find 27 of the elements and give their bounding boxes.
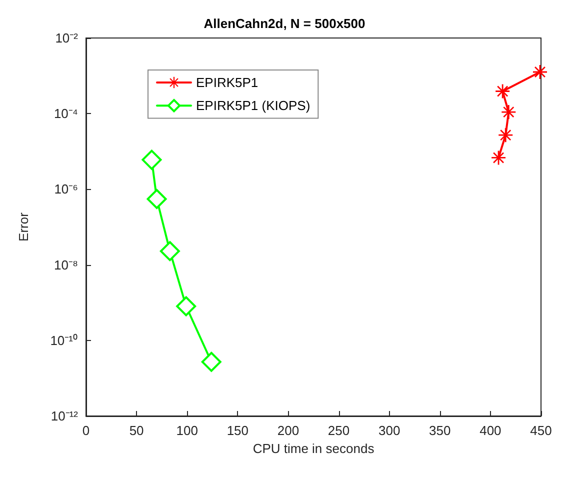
x-tick-label: 400 — [480, 423, 502, 438]
x-tick-label: 350 — [429, 423, 451, 438]
y-axis-title: Error — [16, 212, 31, 242]
point — [142, 150, 162, 170]
x-tick-label: 0 — [82, 423, 90, 438]
x-tick-label: 150 — [226, 423, 249, 438]
y-tick-label: 10⁻⁸ — [54, 257, 78, 272]
x-tick-label: 300 — [378, 423, 400, 438]
x-axis-title: CPU time in seconds — [252, 441, 375, 456]
legend-label: EPIRK5P1 — [196, 75, 258, 90]
chart-title: AllenCahn2d, N = 500x500 — [204, 16, 366, 31]
y-tick-label: 10⁻² — [55, 30, 79, 46]
y-tick-label: 10⁻⁴ — [54, 106, 78, 122]
point — [160, 241, 180, 262]
point — [176, 296, 196, 316]
y-tick-label: 10⁻⁶ — [54, 182, 78, 197]
point — [146, 189, 167, 210]
x-tick-label: 50 — [129, 423, 144, 438]
x-tick-label: 200 — [277, 423, 300, 438]
legend-label: EPIRK5P1 (KIOPS) — [196, 98, 310, 114]
x-tick-label: 100 — [176, 423, 198, 438]
x-tick-label: 450 — [530, 423, 552, 438]
point — [201, 352, 222, 372]
point — [496, 84, 510, 98]
y-tick-label: 10⁻¹⁰ — [50, 332, 78, 348]
y-tick-label: 10⁻¹² — [50, 408, 79, 424]
x-tick-label: 250 — [328, 423, 350, 438]
